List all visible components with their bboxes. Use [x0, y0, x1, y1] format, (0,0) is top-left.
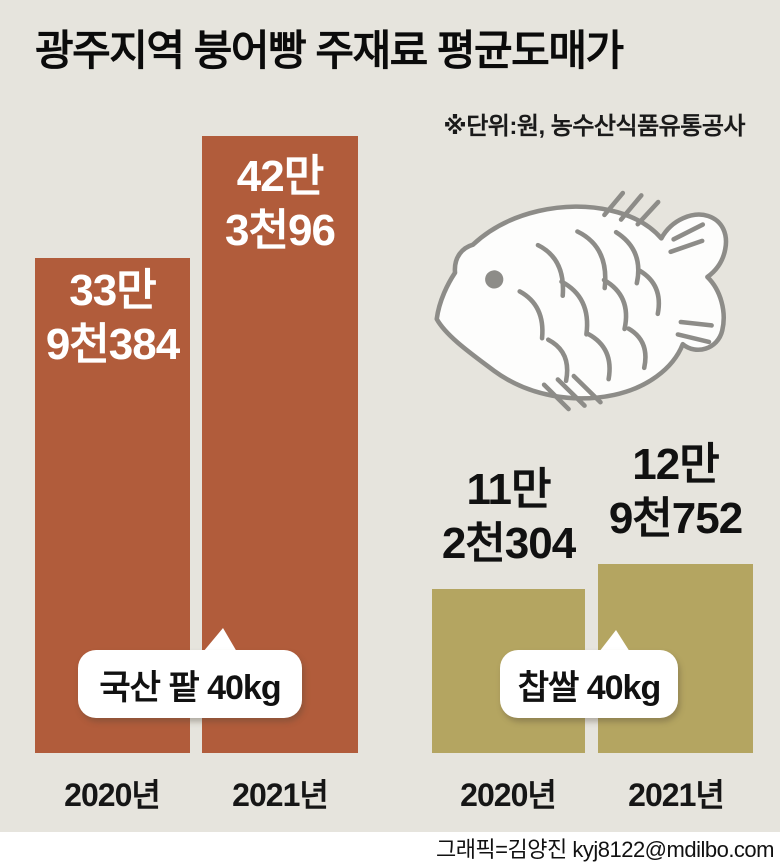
glutinous-rice-pill-label: 찹쌀 40kg: [500, 650, 678, 718]
axis-label-red-bean-2020: 2020년: [64, 777, 161, 813]
chart-title: 광주지역 붕어빵 주재료 평균도매가: [35, 27, 624, 74]
value-line: 33만: [69, 266, 156, 315]
red-bean-pill-tail: [203, 628, 237, 652]
credit-strip: 그래픽=김양진 kyj8122@mdilbo.com: [0, 832, 780, 864]
bungeoppang-fish-icon: [434, 190, 729, 412]
value-line: 42만: [236, 152, 324, 201]
credit-text: 그래픽=김양진 kyj8122@mdilbo.com: [435, 837, 775, 862]
glutinous-rice-pill-tail: [599, 630, 630, 652]
pill-text: 국산 팥 40kg: [99, 668, 281, 707]
value-line: 9천384: [45, 320, 180, 369]
value-label-glutinous-rice-2020: 11만 2천304: [432, 463, 585, 571]
value-line: 12만: [632, 440, 719, 489]
value-line: 9천752: [608, 494, 743, 543]
value-line: 11만: [466, 465, 552, 514]
axis-label-red-bean-2021: 2021년: [232, 777, 329, 813]
value-line: 2천304: [441, 519, 576, 568]
axis-label-glutinous-rice-2020: 2020년: [460, 777, 557, 813]
red-bean-pill-label: 국산 팥 40kg: [78, 650, 302, 718]
value-line: 3천96: [225, 206, 336, 255]
fish-eye: [485, 270, 504, 289]
pill-text: 찹쌀 40kg: [517, 668, 662, 707]
value-label-red-bean-2020: 33만 9천384: [35, 264, 190, 372]
unit-source-note: ※단위:원, 농수산식품유통공사: [443, 113, 745, 140]
axis-label-glutinous-rice-2021: 2021년: [628, 777, 725, 813]
value-label-red-bean-2021: 42만 3천96: [202, 150, 358, 258]
value-label-glutinous-rice-2021: 12만 9천752: [598, 438, 753, 546]
